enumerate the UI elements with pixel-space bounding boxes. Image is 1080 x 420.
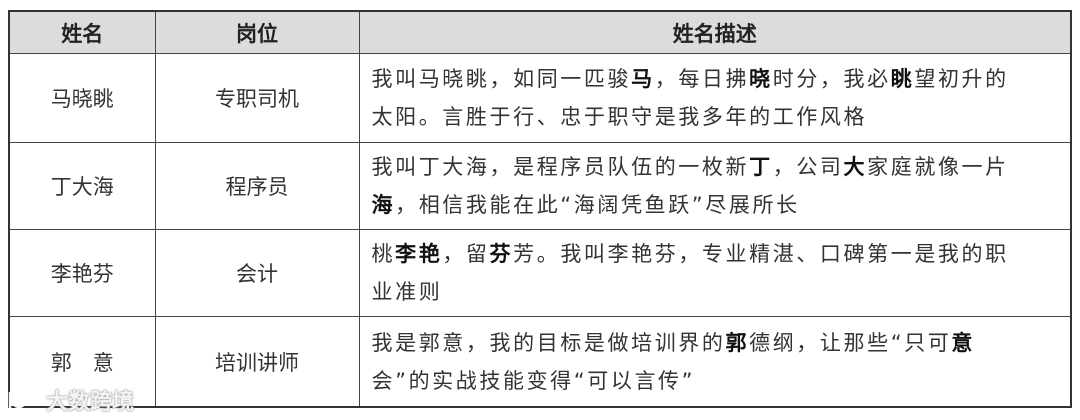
description-line: 太阳。言胜于行、忠于职守是我多年的工作风格 bbox=[372, 98, 1061, 136]
table-row: 李艳芬 会计 桃李艳，留芬芳。我叫李艳芬，专业精湛、口碑第一是我的职 业准则 bbox=[8, 229, 1072, 317]
description-line: 海，相信我能在此“海阔凭鱼跃”尽展所长 bbox=[372, 186, 1061, 224]
description-text: ，相信我能在此“海阔凭鱼跃”尽展所长 bbox=[395, 193, 800, 217]
description-text: ，每日拂 bbox=[654, 67, 750, 91]
description-line: 我叫丁大海，是程序员队伍的一枚新丁，公司大家庭就像一片 bbox=[372, 148, 1061, 186]
highlighted-text: 眺 bbox=[890, 67, 915, 91]
table-row: 丁大海 程序员 我叫丁大海，是程序员队伍的一枚新丁，公司大家庭就像一片 海，相信我能在… bbox=[8, 142, 1072, 230]
header-description: 姓名描述 bbox=[358, 10, 1072, 54]
cell-name: 马晓眺 bbox=[8, 53, 156, 143]
highlighted-text: 大 bbox=[843, 155, 868, 179]
cell-name: 李艳芬 bbox=[8, 229, 156, 317]
brand-logo-icon bbox=[6, 388, 40, 412]
cell-name: 丁大海 bbox=[8, 142, 156, 230]
description-text: 德纲，让那些“只可 bbox=[749, 330, 952, 355]
employee-name-table: 姓名 岗位 姓名描述 马晓眺 专职司机 我叫马晓眺，如同一匹骏马，每日拂晓时分，我必… bbox=[8, 10, 1072, 408]
highlighted-text: 丁 bbox=[749, 155, 773, 179]
cell-description: 桃李艳，留芬芳。我叫李艳芬，专业精湛、口碑第一是我的职业准则 bbox=[358, 229, 1072, 317]
description-text: 桃 bbox=[371, 242, 396, 266]
description-line: 我是郭意，我的目标是做培训界的郭德纲，让那些“只可意 bbox=[372, 324, 1061, 362]
description-text: ，留 bbox=[442, 242, 490, 266]
description-text: 家庭就像一片 bbox=[867, 155, 1009, 179]
table-row: 马晓眺 专职司机 我叫马晓眺，如同一匹骏马，每日拂晓时分，我必眺望初升的 太阳。言胜于… bbox=[8, 53, 1072, 143]
description-text: 芳。我叫李艳芬，专业精湛、口碑第一是我的职 bbox=[513, 242, 1009, 266]
cell-description: 我叫马晓眺，如同一匹骏马，每日拂晓时分，我必眺望初升的太阳。言胜于行、忠于职守是… bbox=[358, 53, 1072, 143]
description-text: 我叫丁大海，是程序员队伍的一枚新 bbox=[371, 155, 750, 179]
cell-position: 培训讲师 bbox=[154, 316, 360, 408]
highlighted-text: 晓 bbox=[749, 67, 773, 91]
description-line: 我叫马晓眺，如同一匹骏马，每日拂晓时分，我必眺望初升的 bbox=[372, 60, 1061, 98]
highlighted-text: 意 bbox=[951, 330, 975, 355]
description-line: 桃李艳，留芬芳。我叫李艳芬，专业精湛、口碑第一是我的职 bbox=[372, 235, 1061, 273]
highlighted-text: 李艳 bbox=[395, 242, 443, 266]
header-name: 姓名 bbox=[8, 10, 156, 54]
watermark-text: 大数跨境 bbox=[46, 390, 135, 415]
cell-description: 我是郭意，我的目标是做培训界的郭德纲，让那些“只可意会”的实战技能变得“可以言传… bbox=[358, 316, 1072, 408]
description-line: 业准则 bbox=[372, 273, 1061, 311]
cell-position: 专职司机 bbox=[154, 53, 360, 143]
header-row: 姓名 岗位 姓名描述 bbox=[8, 10, 1072, 54]
description-text: 业准则 bbox=[371, 280, 443, 304]
highlighted-text: 郭 bbox=[725, 330, 750, 355]
description-text: 会”的实战技能变得“可以言传” bbox=[371, 368, 696, 393]
cell-position: 会计 bbox=[154, 229, 360, 317]
description-text: 我是郭意，我的目标是做培训界的 bbox=[371, 330, 726, 355]
watermark: 大数跨境 bbox=[6, 384, 134, 416]
description-text: 望初升的 bbox=[914, 67, 1009, 91]
highlighted-text: 海 bbox=[371, 193, 396, 217]
description-text: 太阳。言胜于行、忠于职守是我多年的工作风格 bbox=[371, 105, 868, 129]
highlighted-text: 芬 bbox=[489, 242, 514, 266]
header-position: 岗位 bbox=[154, 10, 360, 54]
description-line: 会”的实战技能变得“可以言传” bbox=[372, 362, 1061, 400]
description-text: ，公司 bbox=[772, 155, 844, 179]
table-row: 郭 意 培训讲师 我是郭意，我的目标是做培训界的郭德纲，让那些“只可意会”的实战技能… bbox=[8, 316, 1072, 408]
description-text: 我叫马晓眺，如同一匹骏 bbox=[371, 67, 632, 91]
description-text: 时分，我必 bbox=[772, 67, 891, 91]
highlighted-text: 马 bbox=[631, 67, 655, 91]
cell-position: 程序员 bbox=[154, 142, 360, 230]
cell-description: 我叫丁大海，是程序员队伍的一枚新丁，公司大家庭就像一片 海，相信我能在此“海阔凭鱼… bbox=[358, 142, 1072, 230]
